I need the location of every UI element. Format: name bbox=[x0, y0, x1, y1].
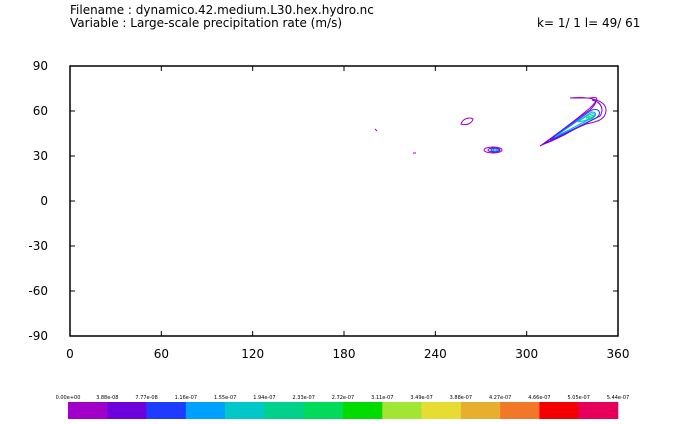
colorbar-label: 7.77e-08 bbox=[135, 395, 157, 401]
colorbar-swatch bbox=[343, 402, 383, 419]
colorbar-swatch bbox=[539, 402, 580, 419]
colorbar-swatch bbox=[185, 402, 226, 419]
colorbar-label: 1.16e-07 bbox=[175, 395, 197, 401]
colorbar-label: 2.72e-07 bbox=[332, 395, 354, 401]
x-tick-label: 180 bbox=[333, 347, 356, 361]
y-tick-label: -60 bbox=[28, 284, 48, 298]
x-tick-label: 240 bbox=[424, 347, 447, 361]
colorbar-swatch bbox=[264, 402, 305, 419]
index-line: k= 1/ 1 l= 49/ 61 bbox=[537, 16, 641, 30]
y-tick-label: -30 bbox=[28, 239, 48, 253]
colorbar-label: 2.33e-07 bbox=[293, 395, 315, 401]
colorbar-swatch bbox=[146, 402, 187, 419]
plot-frame bbox=[69, 65, 619, 337]
colorbar-swatch bbox=[500, 402, 540, 419]
colorbar-swatch bbox=[421, 402, 462, 419]
x-tick-label: 120 bbox=[241, 347, 264, 361]
contour-lines bbox=[374, 97, 607, 154]
y-tick-label: 30 bbox=[33, 149, 48, 163]
y-tick-label: -90 bbox=[28, 329, 48, 343]
colorbar-swatch bbox=[460, 402, 501, 419]
colorbar-swatch bbox=[578, 402, 619, 419]
arctic-contour-teal bbox=[577, 113, 596, 123]
canada-contour-loop bbox=[460, 117, 474, 126]
y-tick-label: 0 bbox=[40, 194, 48, 208]
y-tick-label: 90 bbox=[33, 59, 48, 73]
colorbar-label: 3.11e-07 bbox=[371, 395, 393, 401]
arctic-contour-violet bbox=[543, 99, 603, 145]
arctic-contour-green bbox=[585, 115, 595, 119]
colorbar-label: 1.55e-07 bbox=[214, 395, 236, 401]
x-tick-label: 360 bbox=[607, 347, 630, 361]
colorbar-swatch bbox=[68, 402, 108, 419]
colorbar-swatch bbox=[107, 402, 147, 419]
arctic-contour-cyan bbox=[555, 111, 596, 137]
colorbar-label: 0.00e+00 bbox=[56, 395, 81, 401]
atlantic-contour-purple bbox=[483, 146, 503, 154]
arctic-contour-blue bbox=[549, 109, 600, 141]
x-tick-label: 0 bbox=[66, 347, 74, 361]
colorbar: 0.00e+00 3.88e-08 7.77e-08 1.16e-07 1.55e-07… bbox=[56, 395, 629, 419]
x-tick-label: 60 bbox=[154, 347, 169, 361]
colorbar-label: 5.05e-07 bbox=[568, 395, 590, 401]
x-tick-label: 300 bbox=[515, 347, 538, 361]
colorbar-swatch bbox=[225, 402, 265, 419]
atlantic-contour-violet bbox=[487, 147, 501, 153]
colorbar-label: 4.66e-07 bbox=[528, 395, 550, 401]
pacific-contour-speck bbox=[374, 128, 378, 132]
arctic-contour-purple bbox=[539, 97, 607, 147]
filename-line: Filename : dynamico.42.medium.L30.hex.hy… bbox=[70, 3, 374, 17]
colorbar-label: 3.88e-08 bbox=[96, 395, 118, 401]
colorbar-swatch bbox=[382, 402, 422, 419]
y-tick-label: 60 bbox=[33, 104, 48, 118]
colorbar-swatch bbox=[303, 402, 344, 419]
variable-line: Variable : Large-scale precipitation rat… bbox=[70, 16, 343, 30]
colorbar-label: 3.49e-07 bbox=[410, 395, 432, 401]
colorbar-label: 5.44e-07 bbox=[607, 395, 629, 401]
atlantic-contour-cyan bbox=[492, 148, 498, 152]
colorbar-label: 3.88e-07 bbox=[450, 395, 472, 401]
colorbar-label: 4.27e-07 bbox=[489, 395, 511, 401]
colorbar-label: 1.94e-07 bbox=[253, 395, 275, 401]
